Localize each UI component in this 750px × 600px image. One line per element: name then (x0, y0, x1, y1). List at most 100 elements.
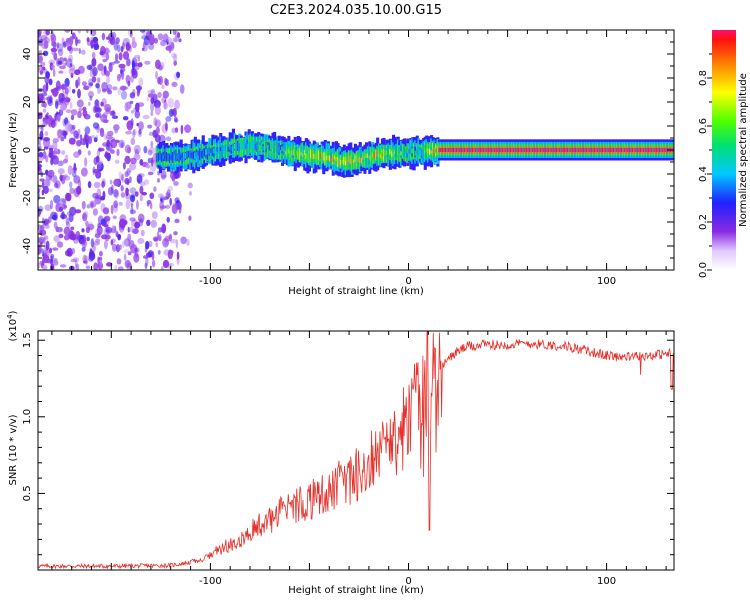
heatmap-ridge-cell (192, 151, 195, 157)
heatmap-noise-cell (178, 38, 182, 43)
heatmap-noise-cell (105, 141, 113, 152)
y-tick-label: -20 (22, 190, 33, 206)
heatmap-ridge-cell (302, 146, 304, 159)
heatmap-ridge-cell (169, 153, 171, 160)
heatmap-ridge-cell (500, 147, 502, 153)
heatmap-noise-cell (105, 226, 113, 234)
heatmap-ridge-cell (352, 155, 355, 163)
heatmap-noise-cell (150, 140, 154, 149)
heatmap-noise-cell (150, 102, 155, 112)
heatmap-noise-cell (179, 84, 185, 94)
heatmap-noise-cell (115, 244, 121, 253)
heatmap-noise-cell (72, 167, 78, 174)
heatmap-ridge-cell (579, 147, 581, 153)
heatmap-ridge-cell (178, 155, 180, 163)
heatmap-ridge-cell (216, 147, 218, 152)
heatmap-noise-cell (92, 166, 96, 176)
heatmap-ridge-cell (495, 147, 497, 153)
heatmap-noise-cell (73, 175, 81, 184)
heatmap-noise-cell (111, 115, 119, 119)
heatmap-noise-cell (149, 131, 153, 136)
heatmap-ridge-cell (211, 147, 214, 154)
heatmap-ridge-cell (408, 149, 410, 159)
heatmap-ridge-cell (359, 156, 361, 164)
heatmap-ridge-cell (432, 143, 434, 156)
heatmap-noise-cell (65, 221, 71, 229)
heatmap-ridge-cell (313, 153, 315, 159)
heatmap-noise-cell (119, 244, 122, 250)
heatmap-noise-cell (113, 189, 119, 198)
heatmap-ridge-cell (175, 155, 177, 161)
heatmap-noise-cell (164, 204, 171, 209)
heatmap-ridge-cell (295, 150, 298, 156)
heatmap-ridge-cell (620, 147, 623, 153)
heatmap-noise-cell (157, 178, 160, 183)
heatmap-noise-cell (118, 201, 123, 206)
heatmap-ridge-cell (379, 149, 382, 158)
heatmap-noise-cell (174, 218, 180, 224)
heatmap-noise-cell (62, 118, 67, 127)
heatmap-ridge-cell (612, 147, 615, 153)
heatmap-noise-cell (55, 114, 61, 123)
heatmap-noise-cell (38, 124, 44, 129)
heatmap-noise-cell (75, 263, 80, 270)
heatmap-ridge-cell (268, 142, 271, 150)
heatmap-ridge-cell (197, 151, 199, 156)
heatmap-noise-cell (169, 197, 172, 206)
heatmap-noise-cell (120, 185, 124, 192)
heatmap-noise-cell (87, 150, 91, 156)
heatmap-ridge-cell (533, 147, 535, 153)
heatmap-noise-cell (88, 91, 94, 98)
heatmap-noise-cell (137, 57, 141, 62)
heatmap-ridge-cell (524, 147, 526, 153)
heatmap-noise-cell (59, 174, 63, 182)
heatmap-ridge-cell (441, 147, 444, 153)
heatmap-noise-cell (99, 250, 103, 257)
heatmap-noise-cell (38, 141, 42, 149)
heatmap-noise-cell (144, 262, 148, 269)
heatmap-ridge-cell (289, 150, 291, 158)
heatmap-ridge-cell (547, 147, 550, 153)
heatmap-noise-cell (54, 118, 58, 127)
heatmap-noise-cell (101, 98, 107, 107)
heatmap-ridge-cell (216, 146, 219, 159)
heatmap-ridge-cell (332, 155, 334, 162)
heatmap-ridge-cell (392, 148, 395, 156)
heatmap-noise-cell (86, 204, 91, 209)
heatmap-noise-cell (97, 87, 101, 95)
heatmap-ridge-cell (406, 148, 409, 154)
heatmap-noise-cell (38, 151, 44, 158)
heatmap-noise-cell (43, 101, 47, 108)
heatmap-ridge-cell (451, 147, 453, 153)
heatmap-ridge-cell (468, 147, 470, 153)
heatmap-ridge-cell (622, 147, 624, 153)
heatmap-noise-cell (110, 239, 114, 246)
heatmap-ridge-cell (262, 146, 264, 151)
colorbar-tick-label: 0.4 (698, 166, 709, 182)
heatmap-noise-cell (155, 127, 160, 135)
x-tick-label: 100 (597, 276, 616, 287)
heatmap-ridge-cell (655, 147, 658, 153)
heatmap-noise-cell (101, 49, 107, 58)
heatmap-ridge-cell (368, 155, 371, 160)
heatmap-noise-cell (103, 224, 109, 228)
heatmap-noise-cell (137, 213, 145, 223)
heatmap-ridge-cell (189, 151, 192, 158)
heatmap-ridge-cell (478, 147, 480, 153)
heatmap-ridge-cell (242, 144, 244, 149)
heatmap-noise-cell (69, 181, 73, 189)
heatmap-ridge-cell (270, 144, 272, 151)
heatmap-noise-cell (59, 206, 63, 212)
heatmap-noise-cell (69, 101, 73, 109)
heatmap-noise-cell (58, 70, 64, 74)
heatmap-ridge-cell (292, 149, 295, 156)
heatmap-noise-cell (92, 208, 98, 216)
colorbar-tick-label: 0.8 (698, 70, 709, 86)
heatmap-noise-cell (154, 134, 161, 143)
heatmap-noise-cell (156, 231, 160, 239)
heatmap-ridge-cell (224, 146, 226, 151)
heatmap-noise-cell (48, 78, 53, 86)
heatmap-noise-cell (50, 89, 55, 93)
heatmap-ridge-cell (432, 149, 434, 156)
heatmap-noise-cell (165, 46, 171, 51)
